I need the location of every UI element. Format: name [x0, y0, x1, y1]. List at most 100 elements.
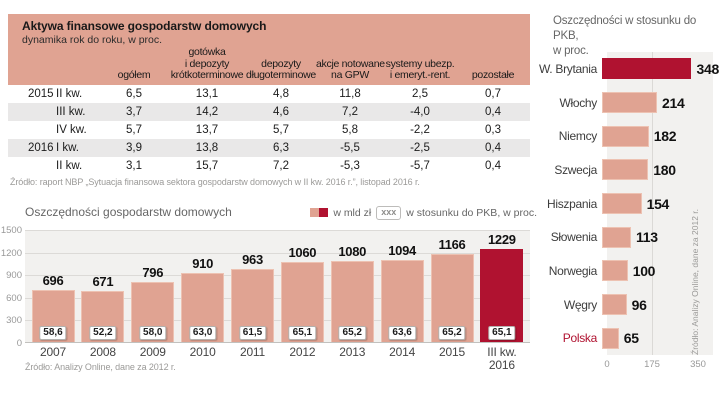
legend-label-pkb: w stosunku do PKB, w proc. [406, 206, 537, 219]
value-cell: 0,3 [485, 124, 501, 136]
country-label: Szwecja [554, 162, 597, 177]
value-cell: 3,7 [126, 106, 142, 118]
y-axis-tick: 600 [6, 293, 22, 304]
value-cell: 3,9 [126, 142, 142, 154]
country-label: W. Brytania [538, 61, 597, 76]
x-axis-labels: 2007 2008 2009 2010 2011 2012 2013 2014 … [25, 345, 530, 373]
table-row: III kw. 3,7 14,2 4,6 7,2 -4,0 0,4 [8, 103, 530, 121]
chart-title: Oszczędności gospodarstw domowych [25, 205, 232, 219]
value-cell: 3,1 [126, 160, 142, 172]
column-header-ogolem: ogółem [100, 69, 168, 82]
bar-slot: 1166 65,2 [429, 230, 475, 342]
table-subtitle: dynamika rok do roku, w proc. [22, 34, 163, 46]
column-header-line: ogółem [117, 69, 151, 82]
quarter-cell: III kw. [56, 106, 86, 118]
column-header-line: pozostałe [471, 69, 515, 82]
pct-badge: 65,1 [288, 326, 317, 340]
bar-slot: 1080 65,2 [329, 230, 375, 342]
bar: 58,0 [131, 282, 175, 342]
bar-slot: 963 61,5 [230, 230, 276, 342]
pkb-value-label: 182 [653, 128, 677, 145]
pkb-row: Polska 65 [528, 321, 720, 355]
y-axis-tick: 900 [6, 270, 22, 281]
table-title: Aktywa finansowe gospodarstw domowych [22, 19, 267, 33]
x-axis-label: 2009 [139, 345, 166, 359]
legend-label-mld: w mld zł [333, 206, 372, 219]
column-header-gotowka: gotówka i depozyty krótkoterminowe [168, 45, 246, 82]
x-axis-label: 2011 [239, 345, 265, 359]
pkb-value-label: 65 [623, 330, 639, 347]
value-cell: 5,8 [342, 124, 358, 136]
pkb-row: Norwegia 100 [528, 254, 720, 288]
quarter-cell: II kw. [56, 160, 83, 172]
pkb-source-vertical: Źródło: Analizy Online, dane za 2012 r. [690, 208, 700, 355]
bar-slot: 696 58,6 [30, 230, 76, 342]
pct-badge: 58,6 [39, 326, 67, 340]
x-axis-label: 2010 [189, 345, 216, 359]
x-axis-label: 2013 [339, 345, 366, 359]
bar: 63,0 [181, 273, 225, 342]
pct-badge: 65,2 [338, 326, 366, 340]
pkb-bar [602, 193, 642, 215]
gridline [25, 253, 530, 254]
pkb-x-tick: 0 [604, 359, 610, 370]
pkb-row: Słowenia 113 [528, 220, 720, 254]
column-header-pozostale: pozostałe [456, 69, 530, 82]
column-header-line: i emeryt.-rent. [389, 69, 451, 82]
value-cell: -2,5 [410, 142, 430, 154]
column-header-line: gotówka [188, 45, 226, 58]
savings-chart: Oszczędności gospodarstw domowych w mld … [0, 204, 537, 384]
pkb-row: Szwecja 180 [528, 153, 720, 187]
pct-badge: 63,0 [188, 326, 217, 340]
x-axis-label: 2012 [289, 345, 316, 359]
value-cell: 2,5 [412, 88, 428, 100]
table-row: IV kw. 5,7 13,7 5,7 5,8 -2,2 0,3 [8, 121, 530, 139]
pkb-row: Hiszpania 154 [528, 187, 720, 221]
value-cell: 6,3 [273, 142, 289, 154]
value-cell: 5,7 [126, 124, 142, 136]
pct-badge: 65,2 [438, 326, 466, 340]
pkb-chart-area: W. Brytania 348 Włochy 214 Niemcy 182 Sz… [528, 52, 720, 387]
value-cell: 0,7 [485, 88, 501, 100]
legend-xxx-badge: xxx [376, 206, 402, 220]
column-header-line: długoterminowe [246, 69, 316, 82]
assets-table: Aktywa finansowe gospodarstw domowych dy… [8, 14, 530, 175]
bar: 61,5 [231, 269, 274, 342]
year-cell [8, 121, 56, 139]
bar-value-label: 1229 [488, 232, 516, 248]
bar-slot: 1229 65,1 [479, 230, 525, 342]
value-cell: 0,4 [485, 106, 501, 118]
bar: 63,6 [380, 259, 424, 342]
legend-swatch-crimson-icon [319, 208, 329, 218]
value-cell: -5,3 [340, 160, 360, 172]
bar: 65,1 [280, 262, 324, 342]
table-body: 2015 II kw. 6,5 13,1 4,8 11,8 2,5 0,7 II… [8, 85, 530, 175]
pkb-chart: Oszczędności w stosunku do PKB, w proc. … [528, 14, 720, 406]
table-source: Źródło: raport NBP „Sytuacja finansowa s… [10, 177, 420, 187]
value-cell: 13,1 [195, 88, 219, 100]
y-axis-tick: 1500 [0, 225, 22, 236]
bar: 65,2 [330, 260, 374, 342]
column-header-akcje: akcje notowane na GPW [316, 58, 385, 83]
pkb-chart-title: Oszczędności w stosunku do PKB, w proc. [553, 15, 697, 57]
value-cell: -5,7 [410, 160, 430, 172]
country-label: Węgry [563, 297, 597, 312]
column-header-depozyty: depozyty długoterminowe [246, 58, 316, 83]
value-cell: 7,2 [342, 106, 358, 118]
pkb-value-label: 96 [631, 296, 647, 313]
value-cell: 15,7 [195, 160, 219, 172]
column-header-line: systemy ubezp. [385, 57, 455, 70]
pkb-x-tick: 175 [644, 359, 660, 370]
legend-swatch-salmon-icon [310, 208, 320, 218]
pkb-value-label: 180 [653, 161, 676, 178]
x-axis-label: III kw. 2016 [487, 345, 517, 373]
pkb-value-label: 100 [632, 262, 656, 279]
pkb-bar [602, 159, 649, 181]
pkb-bar [602, 125, 649, 147]
bar-value-label: 671 [92, 274, 114, 290]
country-label-polska: Polska [562, 331, 598, 346]
bar-value-label: 910 [192, 256, 214, 272]
chart-legend: w mld zł xxx w stosunku do PKB, w proc. [310, 206, 537, 220]
bar: 58,6 [31, 289, 75, 342]
